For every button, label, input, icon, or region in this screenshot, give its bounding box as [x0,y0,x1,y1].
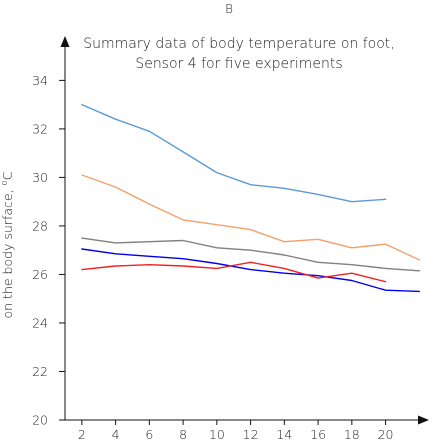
x-tick-label: 14 [276,427,292,440]
y-tick-label: 20 [32,413,48,428]
series-line-2 [81,174,420,261]
series-line-3 [81,237,420,272]
y-axis-label-main: on the body surface, [0,185,15,318]
chart-title-line-2: Sensor 4 for five experiments [135,56,342,72]
series-line-4 [81,248,420,293]
y-axis-label-degree: o [0,180,10,185]
y-tick-label: 28 [32,218,48,233]
x-tick-label: 16 [310,427,326,440]
y-axis-label: on the body surface, oC [0,171,15,318]
x-ticks: 2 4 6 8 10 12 14 16 18 20 [78,420,394,440]
x-tick-label: 4 [112,427,120,440]
x-tick-label: 6 [145,427,153,440]
y-axis-label-unit: C [0,171,15,180]
y-tick-label: 30 [32,170,48,185]
x-tick-label: 2 [78,427,86,440]
x-tick-label: 20 [378,427,394,440]
series-line-5 [81,261,387,283]
x-axis-arrow-icon [418,415,429,425]
y-tick-label: 34 [32,73,48,88]
chart-title-line-1: Summary data of body temperature on foot… [83,36,394,52]
x-tick-label: 8 [179,427,187,440]
x-tick-label: 18 [344,427,360,440]
y-tick-label: 22 [32,364,48,379]
panel-label: B [225,2,233,16]
y-ticks: 20 22 24 26 28 30 32 34 [32,73,65,428]
series-group [81,103,420,293]
y-axis-arrow-icon [60,36,70,47]
y-tick-label: 32 [32,121,48,136]
x-tick-label: 10 [209,427,225,440]
y-tick-label: 26 [32,267,48,282]
series-line-1 [81,103,387,203]
x-tick-label: 12 [243,427,259,440]
y-tick-label: 24 [32,315,48,330]
